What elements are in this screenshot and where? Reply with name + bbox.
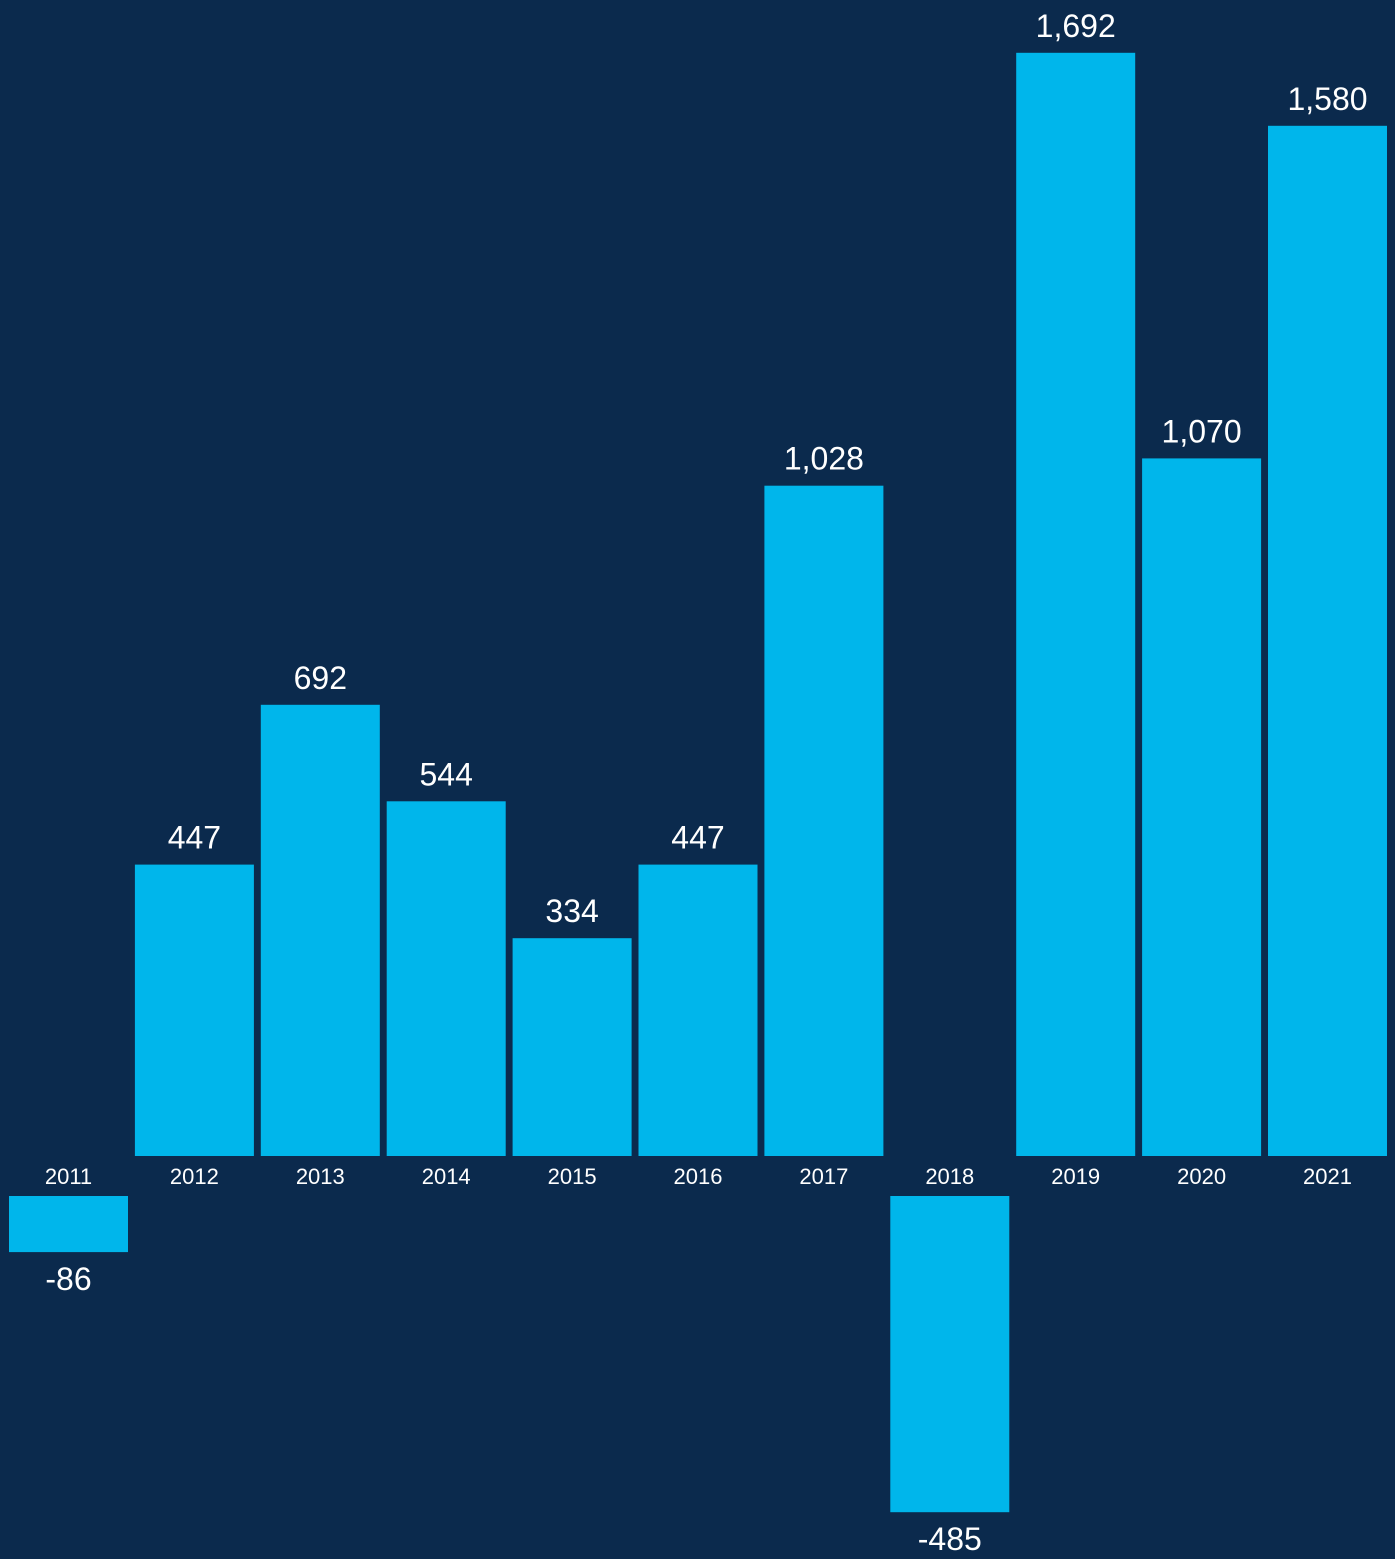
bar-2014	[386, 801, 506, 1156]
bar-2013	[260, 704, 380, 1156]
bar-2021	[1268, 125, 1387, 1156]
bar-value-label-2020: 1,070	[1162, 413, 1242, 449]
x-tick-label-2019: 2019	[1051, 1164, 1100, 1189]
bar-value-label-2015: 334	[545, 893, 598, 929]
bar-value-label-2018: -485	[918, 1521, 982, 1557]
x-tick-label-2014: 2014	[422, 1164, 471, 1189]
x-tick-label-2020: 2020	[1177, 1164, 1226, 1189]
x-tick-label-2011: 2011	[45, 1164, 92, 1189]
bar-2020	[1142, 458, 1262, 1156]
value-labels-layer: -86 447 692 544 334 447 1,028 -485 1,692 1,070 1,5…	[45, 8, 1367, 1557]
x-tick-label-2013: 2013	[296, 1164, 345, 1189]
x-tick-label-2021: 2021	[1303, 1164, 1352, 1189]
bar-2015	[512, 938, 632, 1156]
bar-2016	[638, 864, 758, 1156]
bar-value-label-2014: 544	[420, 756, 473, 792]
bar-value-label-2016: 447	[671, 820, 724, 856]
tick-labels-layer: 2011 2012 2013 2014 2015 2016 2017 2018 2019 2020…	[45, 1164, 1352, 1189]
x-tick-label-2016: 2016	[674, 1164, 723, 1189]
bar-2011	[9, 1196, 128, 1253]
bar-value-label-2017: 1,028	[784, 441, 864, 477]
bar-2018	[890, 1196, 1010, 1513]
bar-value-label-2011: -86	[45, 1261, 91, 1297]
bar-value-label-2013: 692	[294, 660, 347, 696]
bar-2019	[1016, 52, 1136, 1156]
x-tick-label-2015: 2015	[548, 1164, 597, 1189]
bars-layer	[9, 52, 1387, 1513]
bar-2017	[764, 485, 884, 1156]
x-tick-label-2018: 2018	[925, 1164, 974, 1189]
bar-value-label-2019: 1,692	[1036, 8, 1116, 44]
bar-value-label-2012: 447	[168, 820, 221, 856]
x-tick-label-2017: 2017	[799, 1164, 848, 1189]
bar-2012	[134, 864, 254, 1156]
x-tick-label-2012: 2012	[170, 1164, 219, 1189]
bar-value-label-2021: 1,580	[1287, 81, 1367, 117]
